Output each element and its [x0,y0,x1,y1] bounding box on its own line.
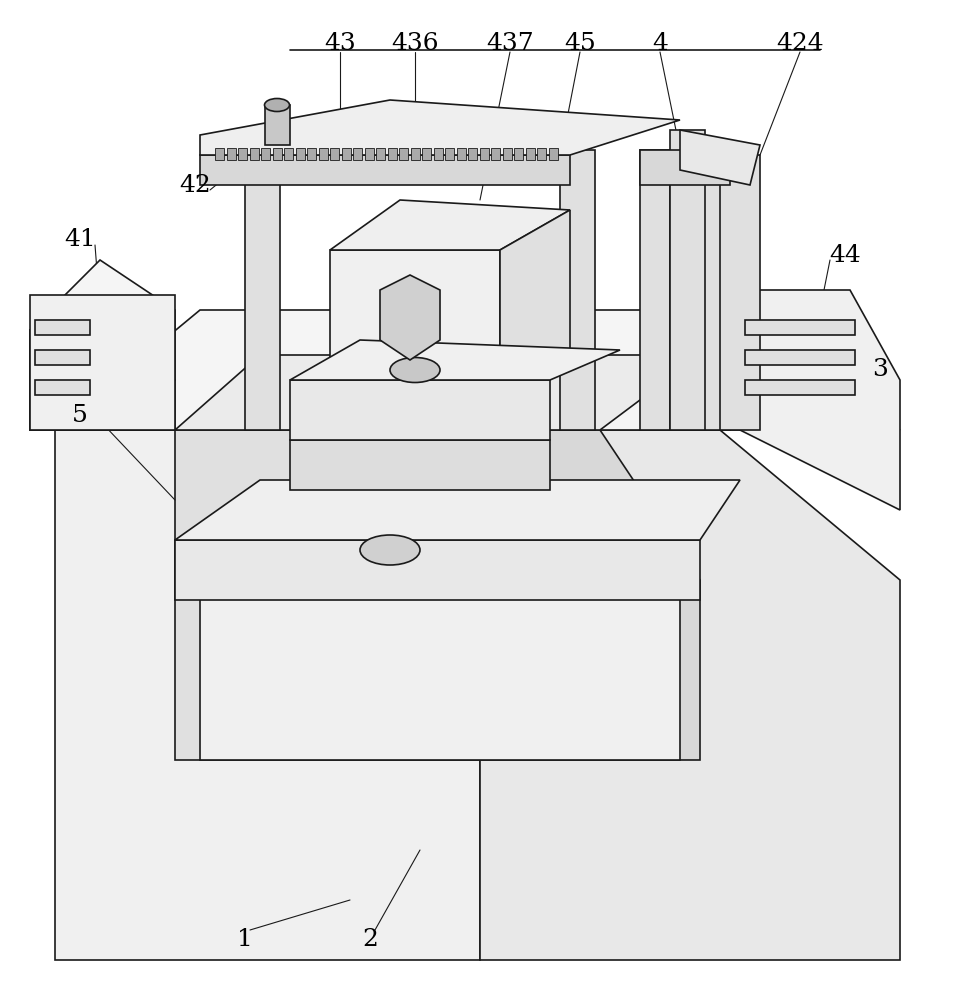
Polygon shape [215,148,224,160]
Polygon shape [175,355,700,430]
Text: 42: 42 [179,174,211,196]
Polygon shape [35,380,90,395]
Polygon shape [399,148,408,160]
Polygon shape [514,148,523,160]
Text: 2: 2 [362,928,377,952]
Polygon shape [238,148,247,160]
Polygon shape [200,155,570,185]
Text: 44: 44 [829,243,861,266]
Polygon shape [549,148,558,160]
Polygon shape [503,148,511,160]
Polygon shape [30,330,175,430]
Text: 437: 437 [486,32,534,55]
Polygon shape [115,330,145,430]
Polygon shape [410,148,420,160]
Polygon shape [468,148,477,160]
Ellipse shape [265,99,290,111]
Polygon shape [290,380,550,440]
Polygon shape [342,148,351,160]
Polygon shape [30,330,175,380]
Polygon shape [560,150,595,430]
Text: 5: 5 [72,403,88,426]
Polygon shape [30,330,60,430]
Polygon shape [296,148,304,160]
Polygon shape [376,148,385,160]
Polygon shape [30,260,175,330]
Polygon shape [226,148,236,160]
Text: 436: 436 [391,32,439,55]
Polygon shape [319,148,327,160]
Polygon shape [387,148,397,160]
Polygon shape [175,480,740,540]
Polygon shape [433,148,443,160]
Polygon shape [35,320,90,335]
Polygon shape [456,148,465,160]
Polygon shape [745,380,855,395]
Text: 43: 43 [325,32,356,55]
Text: 424: 424 [776,32,823,55]
Polygon shape [273,148,281,160]
Text: 41: 41 [65,229,95,251]
Polygon shape [526,148,534,160]
Polygon shape [35,350,90,365]
Polygon shape [380,275,440,360]
Polygon shape [445,148,454,160]
Polygon shape [261,148,270,160]
Ellipse shape [390,358,440,382]
Polygon shape [480,430,900,960]
Polygon shape [700,150,730,430]
Text: 4: 4 [652,32,668,55]
Polygon shape [200,100,680,155]
Polygon shape [249,148,258,160]
Polygon shape [680,130,760,185]
Polygon shape [537,148,546,160]
Polygon shape [422,148,431,160]
Polygon shape [740,290,900,510]
Polygon shape [640,150,670,430]
Polygon shape [290,440,550,490]
Polygon shape [245,150,280,430]
Polygon shape [491,148,500,160]
Polygon shape [720,155,760,430]
Text: 45: 45 [564,32,596,55]
Polygon shape [670,130,705,430]
Text: 3: 3 [872,359,888,381]
Polygon shape [290,340,620,380]
Polygon shape [284,148,293,160]
Polygon shape [175,430,480,760]
Ellipse shape [360,535,420,565]
Polygon shape [30,295,175,430]
Polygon shape [480,148,488,160]
Polygon shape [175,540,700,600]
Polygon shape [55,430,480,960]
Polygon shape [330,148,339,160]
Text: 1: 1 [237,928,253,952]
Polygon shape [745,320,855,335]
Polygon shape [55,310,900,430]
Polygon shape [200,590,680,760]
Polygon shape [480,430,700,760]
Polygon shape [307,148,316,160]
Polygon shape [745,350,855,365]
Polygon shape [640,150,730,185]
Polygon shape [365,148,374,160]
Polygon shape [265,105,290,145]
Polygon shape [330,200,570,250]
Polygon shape [353,148,362,160]
Polygon shape [330,250,500,380]
Polygon shape [500,210,570,380]
